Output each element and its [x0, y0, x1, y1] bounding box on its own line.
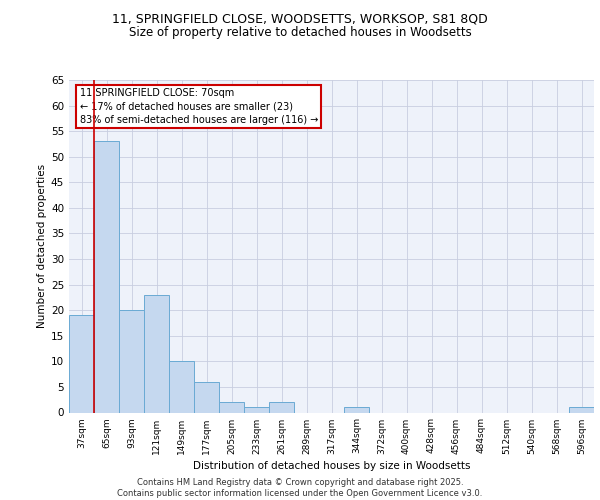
- Bar: [169, 362, 194, 412]
- Bar: [269, 402, 294, 412]
- Bar: [194, 382, 219, 412]
- X-axis label: Distribution of detached houses by size in Woodsetts: Distribution of detached houses by size …: [193, 460, 470, 470]
- Text: Size of property relative to detached houses in Woodsetts: Size of property relative to detached ho…: [128, 26, 472, 39]
- Bar: [219, 402, 244, 412]
- Text: 11, SPRINGFIELD CLOSE, WOODSETTS, WORKSOP, S81 8QD: 11, SPRINGFIELD CLOSE, WOODSETTS, WORKSO…: [112, 12, 488, 26]
- Text: 11 SPRINGFIELD CLOSE: 70sqm
← 17% of detached houses are smaller (23)
83% of sem: 11 SPRINGFIELD CLOSE: 70sqm ← 17% of det…: [79, 88, 318, 124]
- Bar: [119, 310, 144, 412]
- Y-axis label: Number of detached properties: Number of detached properties: [37, 164, 47, 328]
- Bar: [94, 142, 119, 412]
- Bar: [569, 408, 594, 412]
- Bar: [344, 408, 369, 412]
- Text: Contains HM Land Registry data © Crown copyright and database right 2025.
Contai: Contains HM Land Registry data © Crown c…: [118, 478, 482, 498]
- Bar: [244, 408, 269, 412]
- Bar: [69, 316, 94, 412]
- Bar: [144, 295, 169, 412]
